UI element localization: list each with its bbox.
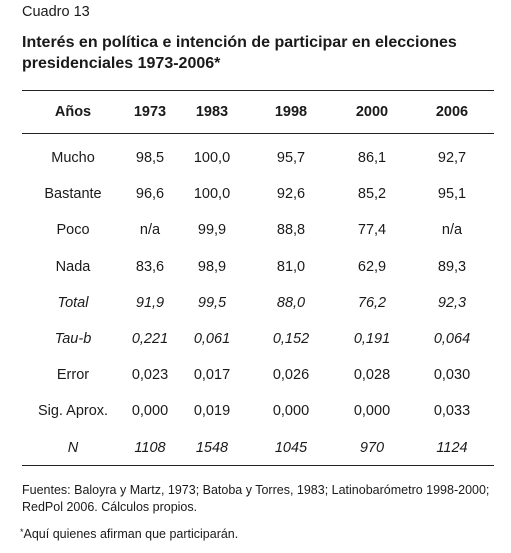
header-cell: 2000 [355, 104, 389, 120]
row-label: Poco [56, 222, 90, 239]
table-cell: 86,1 [357, 150, 387, 167]
table-row: Bastante 96,6 100,0 92,6 85,2 95,1 [22, 176, 494, 212]
table-row: Sig. Aprox. 0,000 0,019 0,000 0,000 0,033 [22, 393, 494, 429]
table-cell: 0,000 [131, 403, 169, 420]
row-label: Error [56, 367, 90, 384]
table-cell: 81,0 [276, 258, 306, 275]
table-cell: 0,026 [272, 367, 310, 384]
header-cell: 1998 [274, 104, 308, 120]
top-rule [22, 90, 494, 91]
table-cell: 77,4 [357, 222, 387, 239]
table-cell: 95,7 [276, 150, 306, 167]
footnote-text: Aquí quienes afirman que participarán. [23, 527, 239, 541]
table-cell: 0,023 [131, 367, 169, 384]
header-cell: 2006 [435, 104, 469, 120]
header-cell: Años [54, 104, 92, 120]
table-cell: 92,6 [276, 186, 306, 203]
bottom-rule [22, 465, 494, 466]
table-title: Interés en política e intención de parti… [22, 32, 508, 74]
header-row: Años 1973 1983 1998 2000 2006 [22, 92, 494, 132]
table-row: Error 0,023 0,017 0,026 0,028 0,030 [22, 357, 494, 393]
table-cell: 96,6 [135, 186, 165, 203]
table-cell: 99,9 [197, 222, 227, 239]
row-label: N [67, 439, 79, 456]
table-row: Tau-b 0,221 0,061 0,152 0,191 0,064 [22, 321, 494, 357]
row-label: Sig. Aprox. [37, 403, 109, 420]
source-line: Fuentes: Baloyra y Martz, 1973; Batoba y… [22, 483, 490, 497]
table-cell: 92,3 [437, 294, 467, 311]
table-cell: n/a [441, 222, 463, 239]
row-label: Tau-b [54, 331, 92, 348]
table-cell: 62,9 [357, 258, 387, 275]
row-label: Mucho [51, 150, 95, 167]
table-cell: 95,1 [437, 186, 467, 203]
table-cell: 99,5 [197, 294, 227, 311]
table-cell: 89,3 [437, 258, 467, 275]
table-cell: 1108 [134, 439, 166, 456]
table-cell: 1124 [436, 439, 468, 456]
table-body: Mucho 98,5 100,0 95,7 86,1 92,7 Bastante 96,6 10… [22, 132, 494, 466]
table-label: Cuadro 13 [22, 4, 90, 20]
table-cell: 98,5 [135, 150, 165, 167]
table-cell: 0,152 [272, 331, 310, 348]
header-rule [22, 133, 494, 134]
source-line: RedPol 2006. Cálculos propios. [22, 500, 198, 514]
table-cell: 970 [359, 439, 385, 456]
table-cell: 100,0 [193, 186, 231, 203]
table-cell: 85,2 [357, 186, 387, 203]
table-cell: 0,019 [193, 403, 231, 420]
table-row: N 1108 1548 1045 970 1124 [22, 430, 494, 466]
header-cell: 1973 [133, 104, 167, 120]
row-label: Bastante [44, 186, 102, 203]
table-cell: 0,028 [353, 367, 391, 384]
table-row: Total 91,9 99,5 88,0 76,2 92,3 [22, 285, 494, 321]
table-cell: 0,064 [433, 331, 471, 348]
table-row: Nada 83,6 98,9 81,0 62,9 89,3 [22, 249, 494, 285]
table-cell: 1548 [195, 439, 229, 456]
table-cell: 0,061 [193, 331, 231, 348]
table-cell: 0,030 [433, 367, 471, 384]
table-cell: 1045 [274, 439, 308, 456]
table-cell: n/a [139, 222, 161, 239]
table-cell: 0,191 [353, 331, 391, 348]
table-row: Mucho 98,5 100,0 95,7 86,1 92,7 [22, 140, 494, 176]
footnote: *Aquí quienes afirman que participarán. [20, 527, 238, 541]
footnote-marker: * [20, 527, 24, 537]
table-cell: 98,9 [197, 258, 227, 275]
sources: Fuentes: Baloyra y Martz, 1973; Batoba y… [22, 482, 502, 516]
data-table: Años 1973 1983 1998 2000 2006 Mucho 98,5 1… [22, 92, 494, 466]
table-cell: 0,033 [433, 403, 471, 420]
table-cell: 83,6 [135, 258, 165, 275]
table-cell: 0,221 [131, 331, 169, 348]
table-cell: 0,000 [272, 403, 310, 420]
table-title-line: presidenciales 1973-2006* [22, 55, 221, 72]
row-label: Nada [55, 258, 91, 275]
table-cell: 88,0 [276, 294, 306, 311]
table-row: Poco n/a 99,9 88,8 77,4 n/a [22, 212, 494, 248]
header-cell: 1983 [195, 104, 229, 120]
table-cell: 91,9 [135, 294, 165, 311]
table-cell: 88,8 [276, 222, 306, 239]
table-title-line: Interés en política e intención de parti… [22, 34, 457, 51]
table-cell: 0,000 [353, 403, 391, 420]
table-cell: 100,0 [193, 150, 231, 167]
table-cell: 92,7 [437, 150, 467, 167]
table-cell: 0,017 [193, 367, 231, 384]
row-label: Total [57, 294, 89, 311]
table-cell: 76,2 [357, 294, 387, 311]
